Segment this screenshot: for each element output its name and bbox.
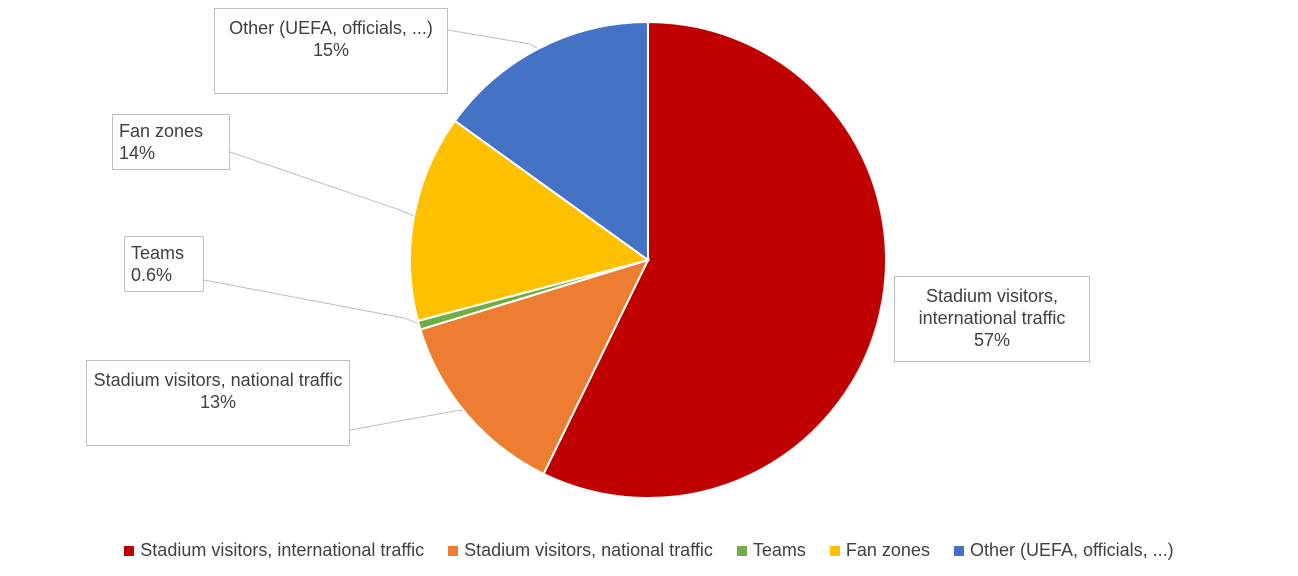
- pie-slice-4: [453, 20, 649, 262]
- legend-label: Stadium visitors, national traffic: [464, 540, 713, 560]
- pie-slice-0: [542, 20, 887, 499]
- legend-item-international: Stadium visitors, international traffic: [124, 540, 424, 561]
- legend-label: Other (UEFA, officials, ...): [969, 540, 1174, 560]
- leader-line-3: [229, 151, 417, 218]
- leader-line-1: [349, 409, 469, 431]
- data-label-national: Stadium visitors, national traffic 13%: [86, 360, 350, 446]
- leader-line-4: [447, 29, 541, 51]
- pie-slices: [409, 20, 887, 499]
- legend-swatch: [736, 545, 747, 556]
- data-label-fan-zones: Fan zones 14%: [112, 114, 230, 170]
- data-label-other: Other (UEFA, officials, ...) 15%: [214, 8, 448, 94]
- legend-item-fan-zones: Fan zones: [829, 540, 930, 561]
- legend-swatch: [829, 545, 840, 556]
- data-label-teams: Teams 0.6%: [124, 236, 204, 292]
- legend-item-teams: Teams: [736, 540, 806, 561]
- legend-label: Fan zones: [845, 540, 930, 560]
- legend-label: Stadium visitors, international traffic: [140, 540, 425, 560]
- data-label-international: Stadium visitors, international traffic …: [894, 276, 1090, 362]
- leader-line-2: [203, 279, 422, 326]
- legend-swatch: [124, 545, 135, 556]
- chart-legend: Stadium visitors, international traffic …: [0, 540, 1298, 561]
- pie-slice-3: [409, 119, 651, 323]
- legend-swatch: [953, 545, 964, 556]
- legend-swatch: [448, 545, 459, 556]
- pie-slice-1: [419, 258, 650, 476]
- legend-item-national: Stadium visitors, national traffic: [448, 540, 713, 561]
- legend-label: Teams: [752, 540, 806, 560]
- legend-item-other: Other (UEFA, officials, ...): [953, 540, 1174, 561]
